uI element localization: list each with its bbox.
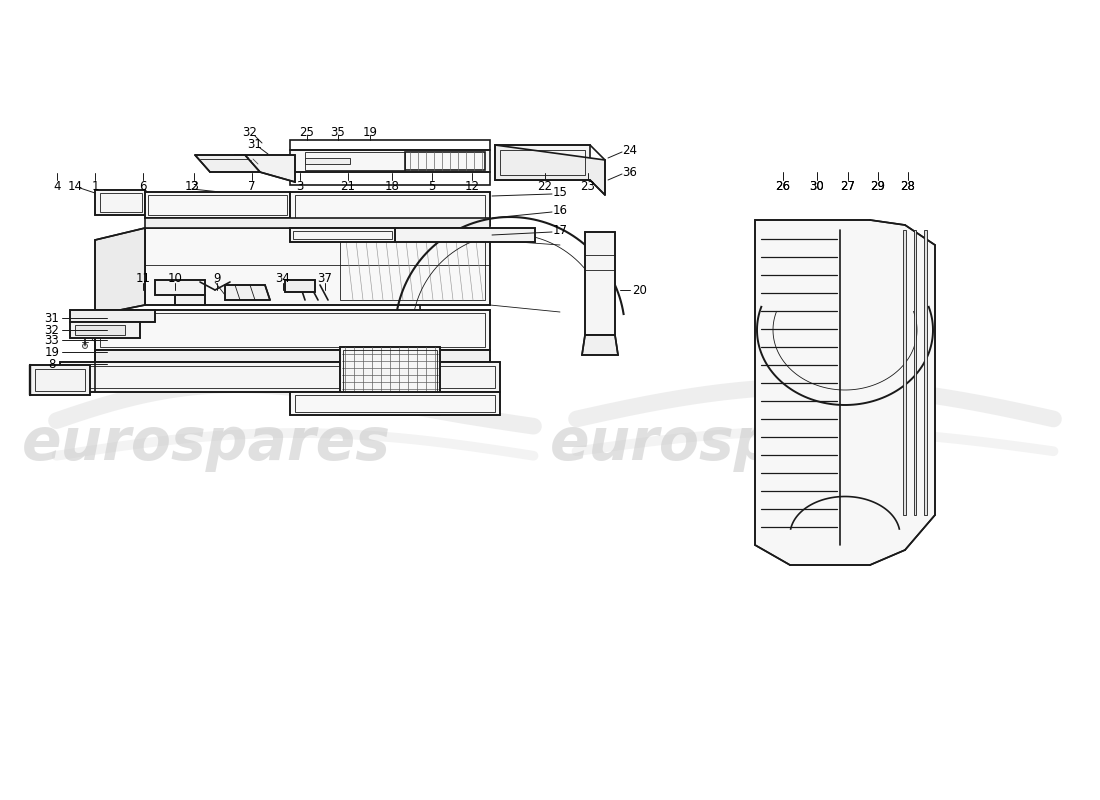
Polygon shape (226, 285, 270, 300)
Circle shape (289, 352, 297, 360)
Polygon shape (70, 310, 155, 322)
Circle shape (94, 337, 97, 339)
Polygon shape (290, 392, 500, 415)
Text: 5: 5 (428, 179, 436, 193)
Polygon shape (175, 295, 205, 305)
Text: 10: 10 (167, 271, 183, 285)
Text: 26: 26 (776, 179, 791, 193)
Polygon shape (755, 220, 935, 565)
Text: 15: 15 (552, 186, 568, 198)
Text: 30: 30 (810, 179, 824, 193)
Text: 17: 17 (552, 223, 568, 237)
Polygon shape (95, 190, 145, 215)
Circle shape (82, 343, 88, 349)
Text: 8: 8 (48, 358, 56, 370)
Text: 19: 19 (44, 346, 59, 358)
Polygon shape (30, 365, 90, 395)
Polygon shape (145, 228, 490, 305)
Polygon shape (305, 158, 350, 164)
Polygon shape (290, 228, 395, 242)
Polygon shape (195, 155, 260, 172)
Circle shape (874, 397, 890, 413)
Polygon shape (924, 230, 926, 515)
Polygon shape (582, 335, 618, 355)
Text: 35: 35 (331, 126, 345, 138)
Polygon shape (495, 145, 590, 180)
Text: 29: 29 (870, 179, 886, 193)
Text: 30: 30 (810, 179, 824, 193)
Text: 36: 36 (623, 166, 637, 178)
Polygon shape (95, 350, 490, 362)
Text: 34: 34 (276, 271, 290, 285)
Polygon shape (60, 362, 500, 392)
Polygon shape (95, 310, 490, 350)
Polygon shape (902, 230, 905, 515)
Text: 28: 28 (901, 179, 915, 193)
Text: 4: 4 (53, 179, 60, 193)
Polygon shape (290, 192, 490, 225)
Text: 23: 23 (581, 179, 595, 193)
Polygon shape (340, 347, 440, 415)
Polygon shape (95, 228, 145, 315)
Text: 9: 9 (213, 271, 221, 285)
Polygon shape (70, 322, 140, 338)
Text: 13: 13 (185, 179, 199, 193)
Text: eurospares: eurospares (22, 415, 390, 473)
Polygon shape (285, 280, 315, 292)
Text: 28: 28 (901, 179, 915, 193)
Text: 27: 27 (840, 179, 856, 193)
Polygon shape (495, 145, 605, 195)
Text: eurospares: eurospares (550, 415, 918, 473)
Text: 21: 21 (341, 179, 355, 193)
Polygon shape (914, 230, 915, 515)
Text: 7: 7 (249, 179, 255, 193)
Text: 32: 32 (45, 323, 59, 337)
Polygon shape (155, 280, 205, 295)
Text: 18: 18 (385, 179, 399, 193)
Text: 27: 27 (840, 179, 856, 193)
Circle shape (830, 353, 934, 457)
Text: 6: 6 (140, 179, 146, 193)
Polygon shape (145, 192, 290, 218)
Polygon shape (145, 218, 490, 228)
Polygon shape (235, 155, 295, 182)
Text: 31: 31 (45, 311, 59, 325)
Text: 11: 11 (135, 271, 151, 285)
Text: 32: 32 (243, 126, 257, 138)
Text: 25: 25 (299, 126, 315, 138)
Text: 33: 33 (45, 334, 59, 346)
Text: 3: 3 (296, 179, 304, 193)
Text: 19: 19 (363, 126, 377, 138)
Polygon shape (395, 228, 535, 242)
Text: 22: 22 (538, 179, 552, 193)
Text: 14: 14 (67, 179, 82, 193)
Text: 31: 31 (248, 138, 263, 151)
Text: 16: 16 (552, 203, 568, 217)
Polygon shape (585, 232, 615, 335)
Circle shape (842, 365, 922, 445)
Text: 26: 26 (776, 179, 791, 193)
Polygon shape (75, 325, 125, 335)
Text: 29: 29 (870, 179, 886, 193)
Text: 24: 24 (623, 143, 638, 157)
Polygon shape (290, 150, 490, 172)
Text: 37: 37 (318, 271, 332, 285)
Text: 12: 12 (464, 179, 480, 193)
Text: 1: 1 (91, 179, 99, 193)
Text: 20: 20 (632, 283, 648, 297)
Text: 2: 2 (190, 179, 198, 193)
